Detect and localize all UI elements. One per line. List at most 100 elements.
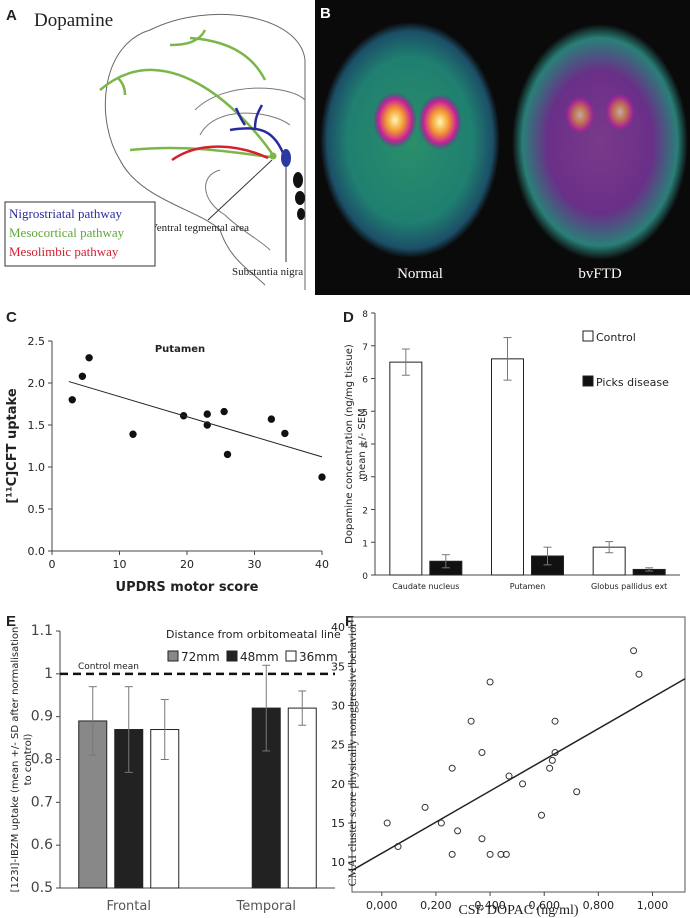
data-point bbox=[383, 819, 391, 827]
brain-structure bbox=[194, 87, 306, 251]
data-point bbox=[635, 670, 643, 678]
panel-label: E bbox=[6, 613, 16, 630]
cerebellum bbox=[293, 172, 305, 220]
y-tick-label: 1.1 bbox=[31, 623, 53, 639]
y-tick-label: 30 bbox=[331, 700, 345, 713]
vta bbox=[269, 152, 277, 160]
data-point bbox=[573, 788, 581, 796]
legend-entry: 48mm bbox=[240, 650, 279, 664]
y-tick-label: 0.8 bbox=[31, 752, 53, 768]
legend-swatch bbox=[226, 650, 238, 662]
y-axis-label: to control) bbox=[23, 734, 34, 786]
y-tick-label: 6 bbox=[362, 376, 368, 386]
data-point bbox=[519, 780, 527, 788]
hotspot bbox=[418, 94, 462, 150]
trend-line bbox=[68, 381, 323, 458]
data-point bbox=[448, 850, 456, 858]
x-tick-label: Temporal bbox=[235, 899, 296, 914]
data-point bbox=[421, 803, 429, 811]
x-tick-label: 10 bbox=[113, 558, 127, 571]
legend-box bbox=[4, 201, 156, 267]
annotation: Ventral tegmental area bbox=[150, 222, 249, 234]
panel-a: A Dopamine Ventral tegmental area Substa… bbox=[4, 7, 306, 290]
data-point bbox=[448, 764, 456, 772]
y-axis-label: Dopamine concentration (ng/mg tissue) bbox=[344, 344, 355, 544]
y-tick-label: 20 bbox=[331, 778, 345, 791]
brain-outline bbox=[104, 13, 306, 290]
y-tick-label: 2.0 bbox=[28, 377, 46, 390]
data-point bbox=[85, 354, 93, 362]
plot-frame bbox=[351, 616, 686, 893]
legend-entry: Control bbox=[596, 331, 636, 344]
panel-label: F bbox=[345, 613, 354, 630]
nigrostriatal-path bbox=[229, 104, 287, 159]
scan-label: Normal bbox=[397, 266, 443, 282]
panel-label: D bbox=[343, 309, 354, 326]
mesocortical-path bbox=[99, 29, 277, 159]
chart-title: Putamen bbox=[155, 344, 205, 355]
legend-swatch bbox=[582, 375, 594, 387]
y-tick-label: 0 bbox=[362, 572, 368, 582]
y-tick-label: 2 bbox=[362, 507, 368, 517]
data-point bbox=[630, 647, 638, 655]
data-point bbox=[437, 819, 445, 827]
data-point bbox=[467, 717, 475, 725]
data-point bbox=[78, 372, 87, 380]
data-point bbox=[454, 827, 462, 835]
x-tick-label: Globus pallidus ext bbox=[591, 582, 667, 591]
x-tick-label: 0,000 bbox=[366, 899, 398, 912]
x-tick-label: 0,800 bbox=[583, 899, 615, 912]
data-point bbox=[548, 756, 556, 764]
y-tick-label: 1.5 bbox=[28, 419, 46, 432]
x-tick-label: Caudate nucleus bbox=[392, 582, 459, 591]
y-tick-label: 15 bbox=[331, 817, 345, 830]
legend-entry: Mesocortical pathway bbox=[9, 225, 125, 240]
x-axis-label: UPDRS motor score bbox=[116, 580, 259, 595]
legend-entry: Nigrostriatal pathway bbox=[9, 206, 122, 221]
x-tick-label: 40 bbox=[315, 558, 329, 571]
legend-swatch bbox=[285, 650, 297, 662]
y-tick-label: 40 bbox=[331, 621, 345, 634]
reference-label: Control mean bbox=[78, 662, 139, 672]
data-point bbox=[267, 415, 276, 423]
y-tick-label: 35 bbox=[331, 660, 345, 673]
legend-swatch bbox=[582, 330, 594, 342]
legend-entry: 36mm bbox=[299, 650, 338, 664]
x-tick-label: 20 bbox=[180, 558, 194, 571]
panel-label: B bbox=[320, 5, 331, 22]
data-point bbox=[318, 473, 326, 481]
y-tick-label: 7 bbox=[362, 343, 368, 353]
y-axis-label: [¹¹C]CFT uptake bbox=[5, 388, 20, 503]
x-tick-label: 1,000 bbox=[637, 899, 669, 912]
y-tick-label: 5 bbox=[362, 408, 368, 418]
panel-b: B Normal bvFTD bbox=[315, 0, 690, 295]
data-point bbox=[486, 678, 494, 686]
y-tick-label: 4 bbox=[362, 441, 368, 451]
x-tick-label: 0 bbox=[49, 558, 56, 571]
bar bbox=[389, 361, 423, 576]
data-point bbox=[502, 850, 510, 858]
y-axis-label: [123I]-IBZM uptake (mean +/- SD after no… bbox=[10, 627, 21, 893]
y-tick-label: 1 bbox=[362, 539, 368, 549]
data-point bbox=[505, 772, 513, 780]
y-tick-label: 0.7 bbox=[31, 794, 53, 810]
data-point bbox=[68, 396, 76, 404]
hotspot bbox=[373, 92, 417, 148]
hotspot bbox=[564, 95, 596, 135]
y-axis-label: mean +/- SEM bbox=[357, 408, 368, 479]
y-tick-label: 0.0 bbox=[28, 545, 46, 558]
y-tick-label: 1.0 bbox=[28, 461, 46, 474]
legend-entry: Mesolimbic pathway bbox=[9, 244, 119, 259]
y-tick-label: 10 bbox=[331, 856, 345, 869]
diagram-title: Dopamine bbox=[34, 10, 113, 31]
hotspot bbox=[604, 92, 636, 132]
trend-line bbox=[351, 678, 686, 872]
bar bbox=[491, 358, 524, 576]
y-tick-label: 25 bbox=[331, 739, 345, 752]
annotation: Substantia nigra bbox=[232, 266, 303, 278]
scan-label: bvFTD bbox=[578, 266, 622, 282]
y-tick-label: 3 bbox=[362, 474, 368, 484]
x-axis-label: CSF DOPAC (ng/ml) bbox=[458, 903, 578, 918]
x-tick-label: 0,200 bbox=[420, 899, 452, 912]
